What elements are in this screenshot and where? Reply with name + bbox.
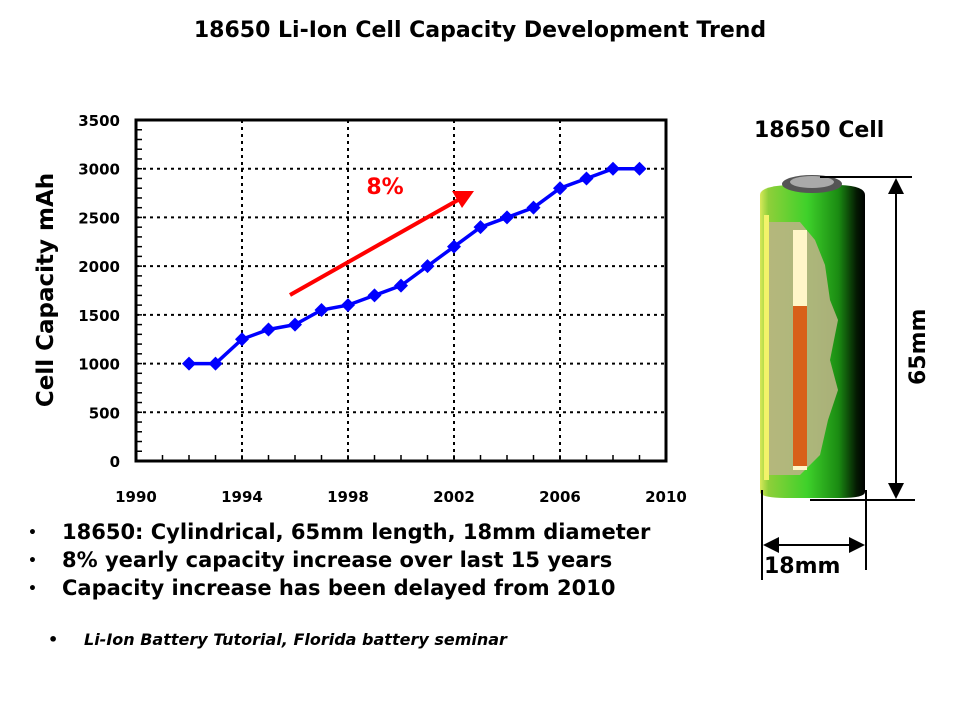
y-tick-label: 2500	[78, 209, 120, 227]
bullet-item: • Capacity increase has been delayed from…	[28, 576, 616, 600]
slide-title: 18650 Li-Ion Cell Capacity Development T…	[193, 18, 767, 43]
reference-note: • Li-Ion Battery Tutorial, Florida batter…	[48, 630, 507, 649]
data-point	[447, 239, 461, 254]
data-point	[235, 332, 249, 347]
y-axis-label: Cell Capacity mAh	[33, 173, 59, 407]
plot-frame	[134, 118, 668, 463]
dimension-arrowheads	[763, 178, 904, 553]
y-tick-label: 2000	[78, 258, 120, 276]
grid	[136, 120, 666, 461]
length-label: 65mm	[906, 308, 931, 385]
data-point	[473, 220, 488, 235]
bullet-item: • 8% yearly capacity increase over last 1…	[28, 548, 613, 572]
battery-illustration	[760, 175, 865, 498]
data-point	[606, 161, 620, 176]
data-point	[182, 356, 196, 371]
data-point	[526, 200, 541, 215]
trend-arrow-head	[452, 191, 474, 208]
bullet-item: • 18650: Cylindrical, 65mm length, 18mm d…	[28, 520, 651, 544]
trend-annotation: 8%	[366, 175, 403, 200]
data-point	[314, 302, 329, 317]
data-point	[579, 171, 594, 186]
y-tick-label: 3500	[78, 112, 120, 130]
diameter-label: 18mm	[764, 554, 841, 579]
data-point	[394, 278, 408, 293]
x-tick-label: 2010	[645, 488, 687, 506]
x-tick-label: 1994	[221, 488, 263, 506]
x-tick-label: 2006	[539, 488, 581, 506]
data-point	[553, 181, 567, 196]
data-point	[341, 298, 355, 313]
x-tick-label: 1998	[327, 488, 369, 506]
x-tick-label: 2002	[433, 488, 475, 506]
data-point	[500, 210, 514, 225]
data-point	[208, 356, 223, 371]
y-tick-label: 0	[110, 453, 120, 471]
data-point	[261, 322, 276, 337]
data-point	[288, 317, 302, 332]
trend-arrow	[289, 198, 459, 297]
data-point	[632, 161, 647, 176]
dimension-lines	[761, 176, 915, 580]
cell-label: 18650 Cell	[754, 118, 885, 143]
y-tick-label: 1000	[78, 356, 120, 374]
y-tick-label: 3000	[78, 161, 120, 179]
data-point	[367, 288, 382, 303]
x-tick-label: 1990	[115, 488, 157, 506]
y-tick-label: 1500	[78, 307, 120, 325]
data-point	[420, 259, 435, 274]
y-tick-label: 500	[89, 404, 120, 422]
